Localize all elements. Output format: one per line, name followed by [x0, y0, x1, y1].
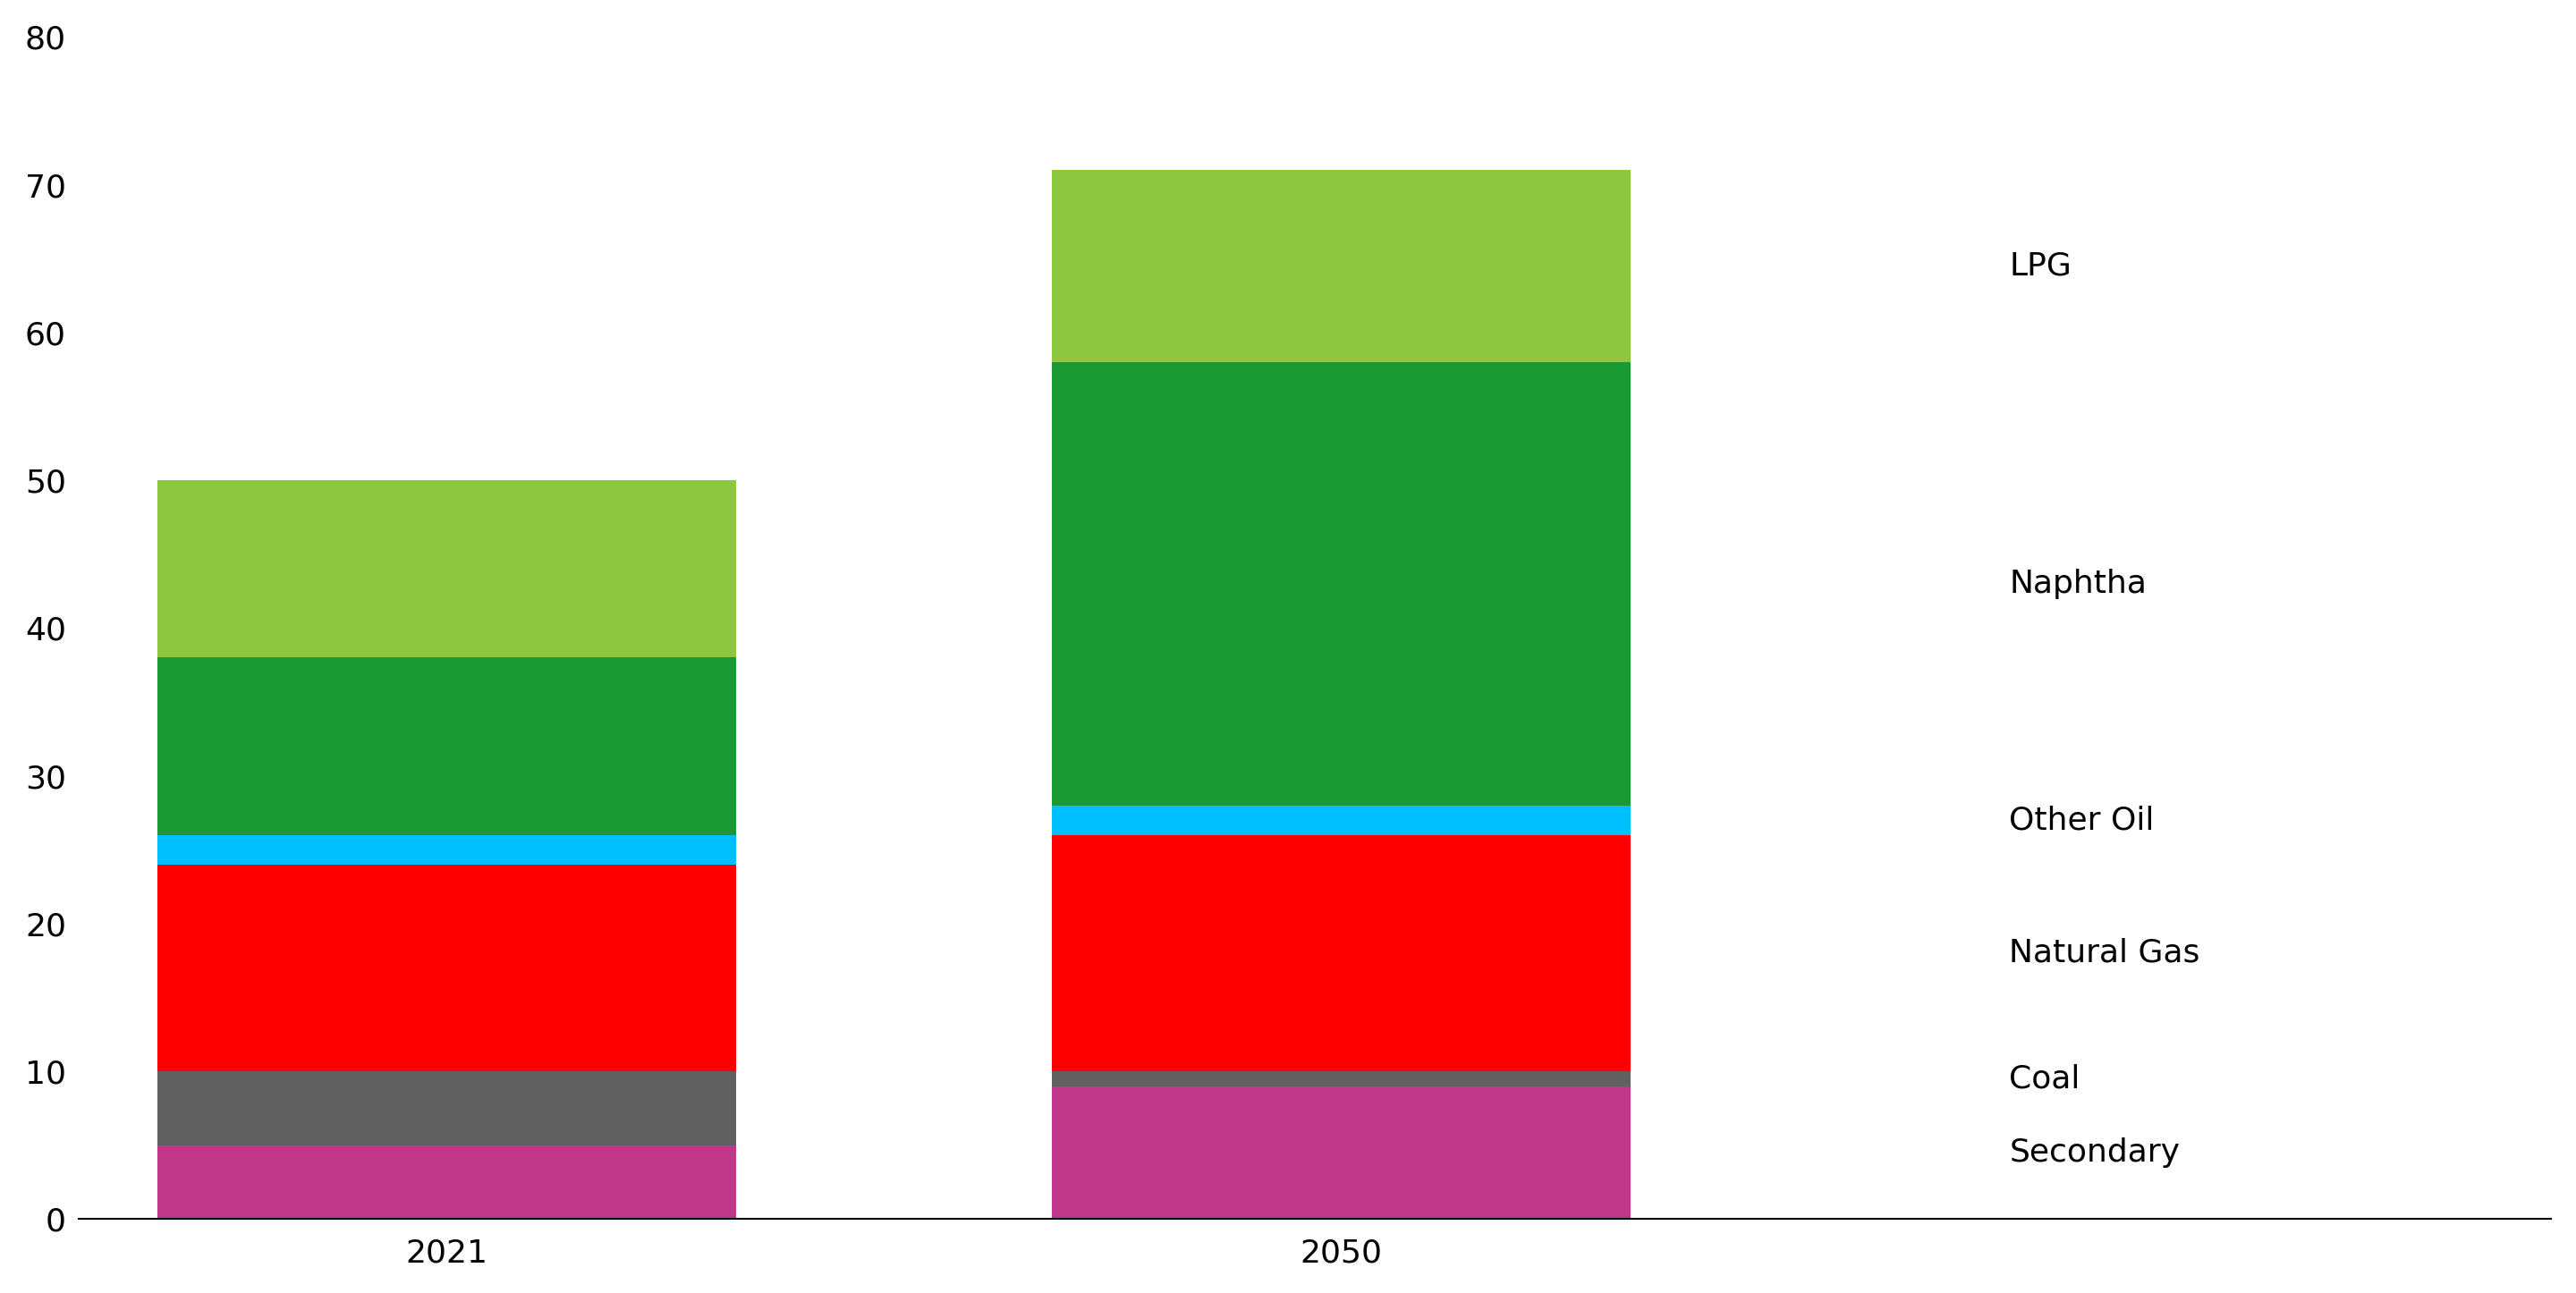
Bar — [157, 1146, 737, 1219]
Bar — [1051, 362, 1631, 806]
Bar — [157, 865, 737, 1072]
Bar — [1051, 1072, 1631, 1086]
Bar — [157, 658, 737, 835]
Text: LPG: LPG — [2009, 251, 2071, 281]
Text: Coal: Coal — [2009, 1064, 2081, 1094]
Bar — [157, 480, 737, 658]
Bar — [1051, 806, 1631, 835]
Text: Other Oil: Other Oil — [2009, 806, 2154, 835]
Bar — [157, 1072, 737, 1146]
Text: Secondary: Secondary — [2009, 1138, 2179, 1168]
Bar — [157, 835, 737, 865]
Bar — [1051, 1086, 1631, 1219]
Text: Natural Gas: Natural Gas — [2009, 937, 2200, 968]
Bar — [1051, 835, 1631, 1072]
Bar — [1051, 169, 1631, 362]
Text: Naphtha: Naphtha — [2009, 569, 2146, 599]
